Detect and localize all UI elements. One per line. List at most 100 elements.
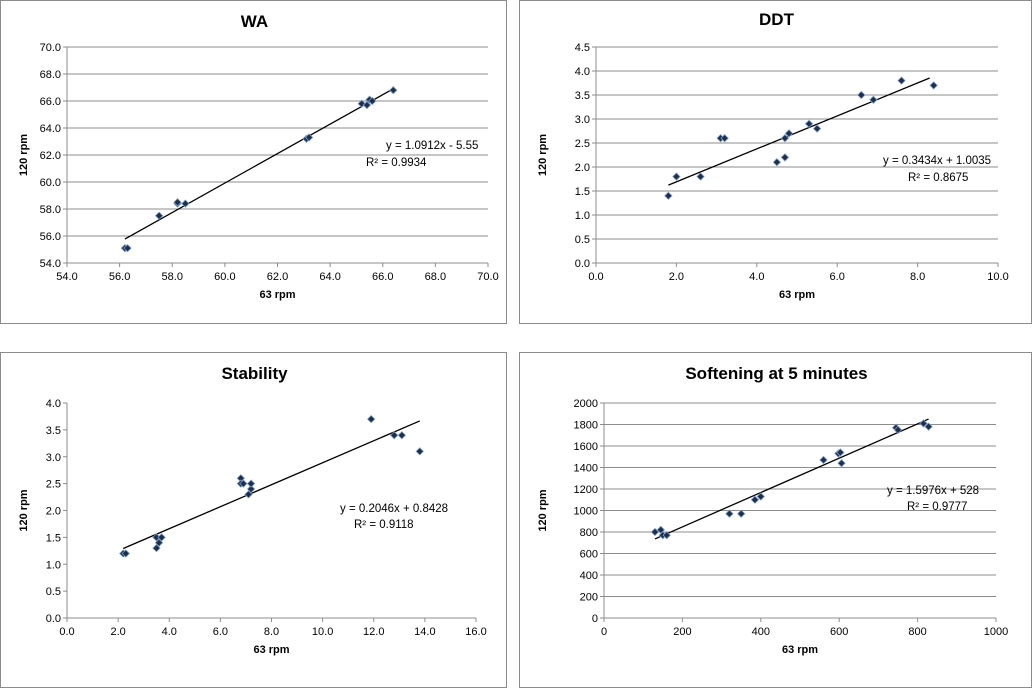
ddt-x-tick-label: 6.0 (830, 271, 845, 283)
softening-y-tick-label: 1800 (574, 420, 598, 432)
wa-data-point (368, 96, 377, 106)
ddt-data-point (780, 153, 790, 162)
softening-y-tick-label: 1400 (574, 463, 598, 475)
softening-x-tick-label: 1000 (984, 626, 1008, 638)
wa-data-point (304, 133, 314, 142)
ddt-data-point (720, 134, 729, 143)
ddt-x-tick-label: 4.0 (749, 271, 764, 283)
softening-y-axis-label: 120 rpm (537, 489, 549, 531)
ddt-trendline (668, 77, 930, 186)
wa-data-point (181, 199, 190, 208)
ddt-data-point (780, 134, 790, 143)
ddt-data-point (857, 90, 866, 100)
wa-x-tick-label: 66.0 (372, 271, 393, 283)
wa-y-tick-label: 56.0 (40, 231, 61, 243)
wa-y-tick-label: 60.0 (40, 177, 61, 189)
ddt-x-tick-label: 2.0 (669, 271, 684, 283)
wa-y-tick-label: 64.0 (40, 123, 61, 135)
ddt-data-point (784, 129, 794, 138)
ddt-y-tick-label: 3.0 (575, 114, 590, 126)
wa-y-tick-label: 66.0 (40, 96, 61, 108)
stability-data-point (390, 431, 399, 440)
softening-data-point (893, 425, 903, 435)
wa-y-tick-label: 58.0 (40, 204, 61, 216)
stability-y-axis-label: 120 rpm (18, 489, 30, 531)
softening-r-squared: R² = 0.9777 (907, 501, 967, 513)
chart-panel-wa: WA 54.0 56.0 58.0 60.0 62.0 64.0 66.0 68.0 70.0 54… (0, 0, 507, 324)
ddt-data-point (812, 124, 822, 133)
softening-y-tick-label: 2000 (574, 398, 598, 410)
ddt-y-tick-label: 4.0 (575, 66, 590, 78)
wa-data-point (362, 100, 372, 110)
softening-y-tick-label: 1600 (574, 441, 598, 453)
softening-data-point (750, 495, 760, 504)
ddt-data-point (672, 172, 681, 181)
ddt-y-tick-label: 1.0 (575, 210, 590, 222)
stability-data-point (415, 447, 424, 456)
wa-y-tick-label: 70.0 (40, 42, 61, 54)
softening-data-point (836, 448, 845, 457)
wa-x-tick-label: 62.0 (267, 271, 288, 283)
softening-chart-title: Softening at 5 minutes (685, 364, 867, 383)
ddt-data-point (696, 172, 705, 181)
stability-y-tick-label: 0.0 (46, 613, 61, 625)
softening-x-tick-label: 800 (908, 626, 926, 638)
stability-data-point (246, 484, 256, 494)
wa-x-tick-label: 64.0 (319, 271, 340, 283)
chart-wa: WA 54.0 56.0 58.0 60.0 62.0 64.0 66.0 68.0 70.0 54… (18, 12, 499, 301)
stability-x-tick-label: 2.0 (110, 626, 125, 638)
stability-data-point (246, 479, 256, 488)
wa-y-tick-label: 68.0 (40, 69, 61, 81)
stability-y-tick-label: 2.0 (46, 506, 61, 518)
wa-x-tick-label: 58.0 (162, 271, 183, 283)
stability-trend-equation: y = 0.2046x + 0.8428 (340, 503, 448, 515)
ddt-chart-title: DDT (759, 10, 795, 29)
ddt-data-point (664, 191, 673, 200)
softening-data-point (819, 455, 828, 465)
softening-y-tick-label: 400 (580, 570, 598, 582)
softening-x-axis-label: 63 rpm (782, 644, 818, 656)
ddt-data-point (869, 95, 878, 104)
stability-x-tick-label: 0.0 (59, 626, 74, 638)
wa-data-point (173, 198, 182, 207)
stability-data-point (244, 490, 253, 499)
wa-r-squared: R² = 0.9934 (366, 157, 427, 169)
chart-ddt: DDT 0.0 0.5 1.0 1.5 2.0 2.5 3.0 3.5 4.0 4.5 0.0 2.0 4… (537, 10, 1009, 301)
softening-y-tick-label: 1200 (574, 484, 598, 496)
stability-trendline (122, 420, 421, 550)
wa-trend-equation: y = 1.0912x - 5.55 (386, 140, 478, 152)
wa-x-tick-label: 70.0 (477, 271, 498, 283)
softening-x-tick-label: 0 (601, 626, 607, 638)
softening-data-point (837, 459, 846, 468)
softening-data-point (662, 531, 671, 540)
softening-y-tick-label: 600 (580, 549, 598, 561)
stability-y-tick-label: 1.5 (46, 532, 61, 544)
wa-x-axis-label: 63 rpm (259, 289, 295, 301)
softening-x-tick-label: 200 (673, 626, 691, 638)
ddt-y-tick-label: 2.5 (575, 138, 590, 150)
softening-trend-equation: y = 1.5976x + 528 (887, 485, 979, 497)
ddt-data-point (897, 76, 906, 85)
stability-chart-title: Stability (221, 364, 288, 383)
ddt-y-axis-label: 120 rpm (537, 134, 549, 176)
softening-data-point (650, 527, 660, 537)
wa-data-point (154, 211, 164, 220)
ddt-x-tick-label: 8.0 (910, 271, 925, 283)
chart-panel-softening: Softening at 5 minutes 0 200 400 600 800 1000 1… (519, 352, 1032, 688)
stability-data-point (152, 543, 161, 553)
stability-x-tick-label: 16.0 (465, 626, 486, 638)
ddt-y-tick-label: 3.5 (575, 90, 590, 102)
stability-r-squared: R² = 0.9118 (354, 519, 414, 531)
ddt-x-tick-label: 10.0 (987, 271, 1008, 283)
wa-x-tick-label: 56.0 (109, 271, 130, 283)
stability-x-axis-label: 63 rpm (253, 644, 289, 656)
stability-x-tick-label: 14.0 (414, 626, 435, 638)
stability-x-tick-label: 6.0 (213, 626, 228, 638)
ddt-x-tick-label: 0.0 (588, 271, 603, 283)
wa-x-tick-label: 68.0 (425, 271, 446, 283)
softening-x-tick-label: 600 (830, 626, 848, 638)
stability-y-tick-label: 4.0 (46, 398, 61, 410)
wa-y-tick-label: 54.0 (40, 258, 61, 270)
wa-trendline (124, 88, 394, 240)
stability-y-tick-label: 0.5 (46, 586, 61, 598)
